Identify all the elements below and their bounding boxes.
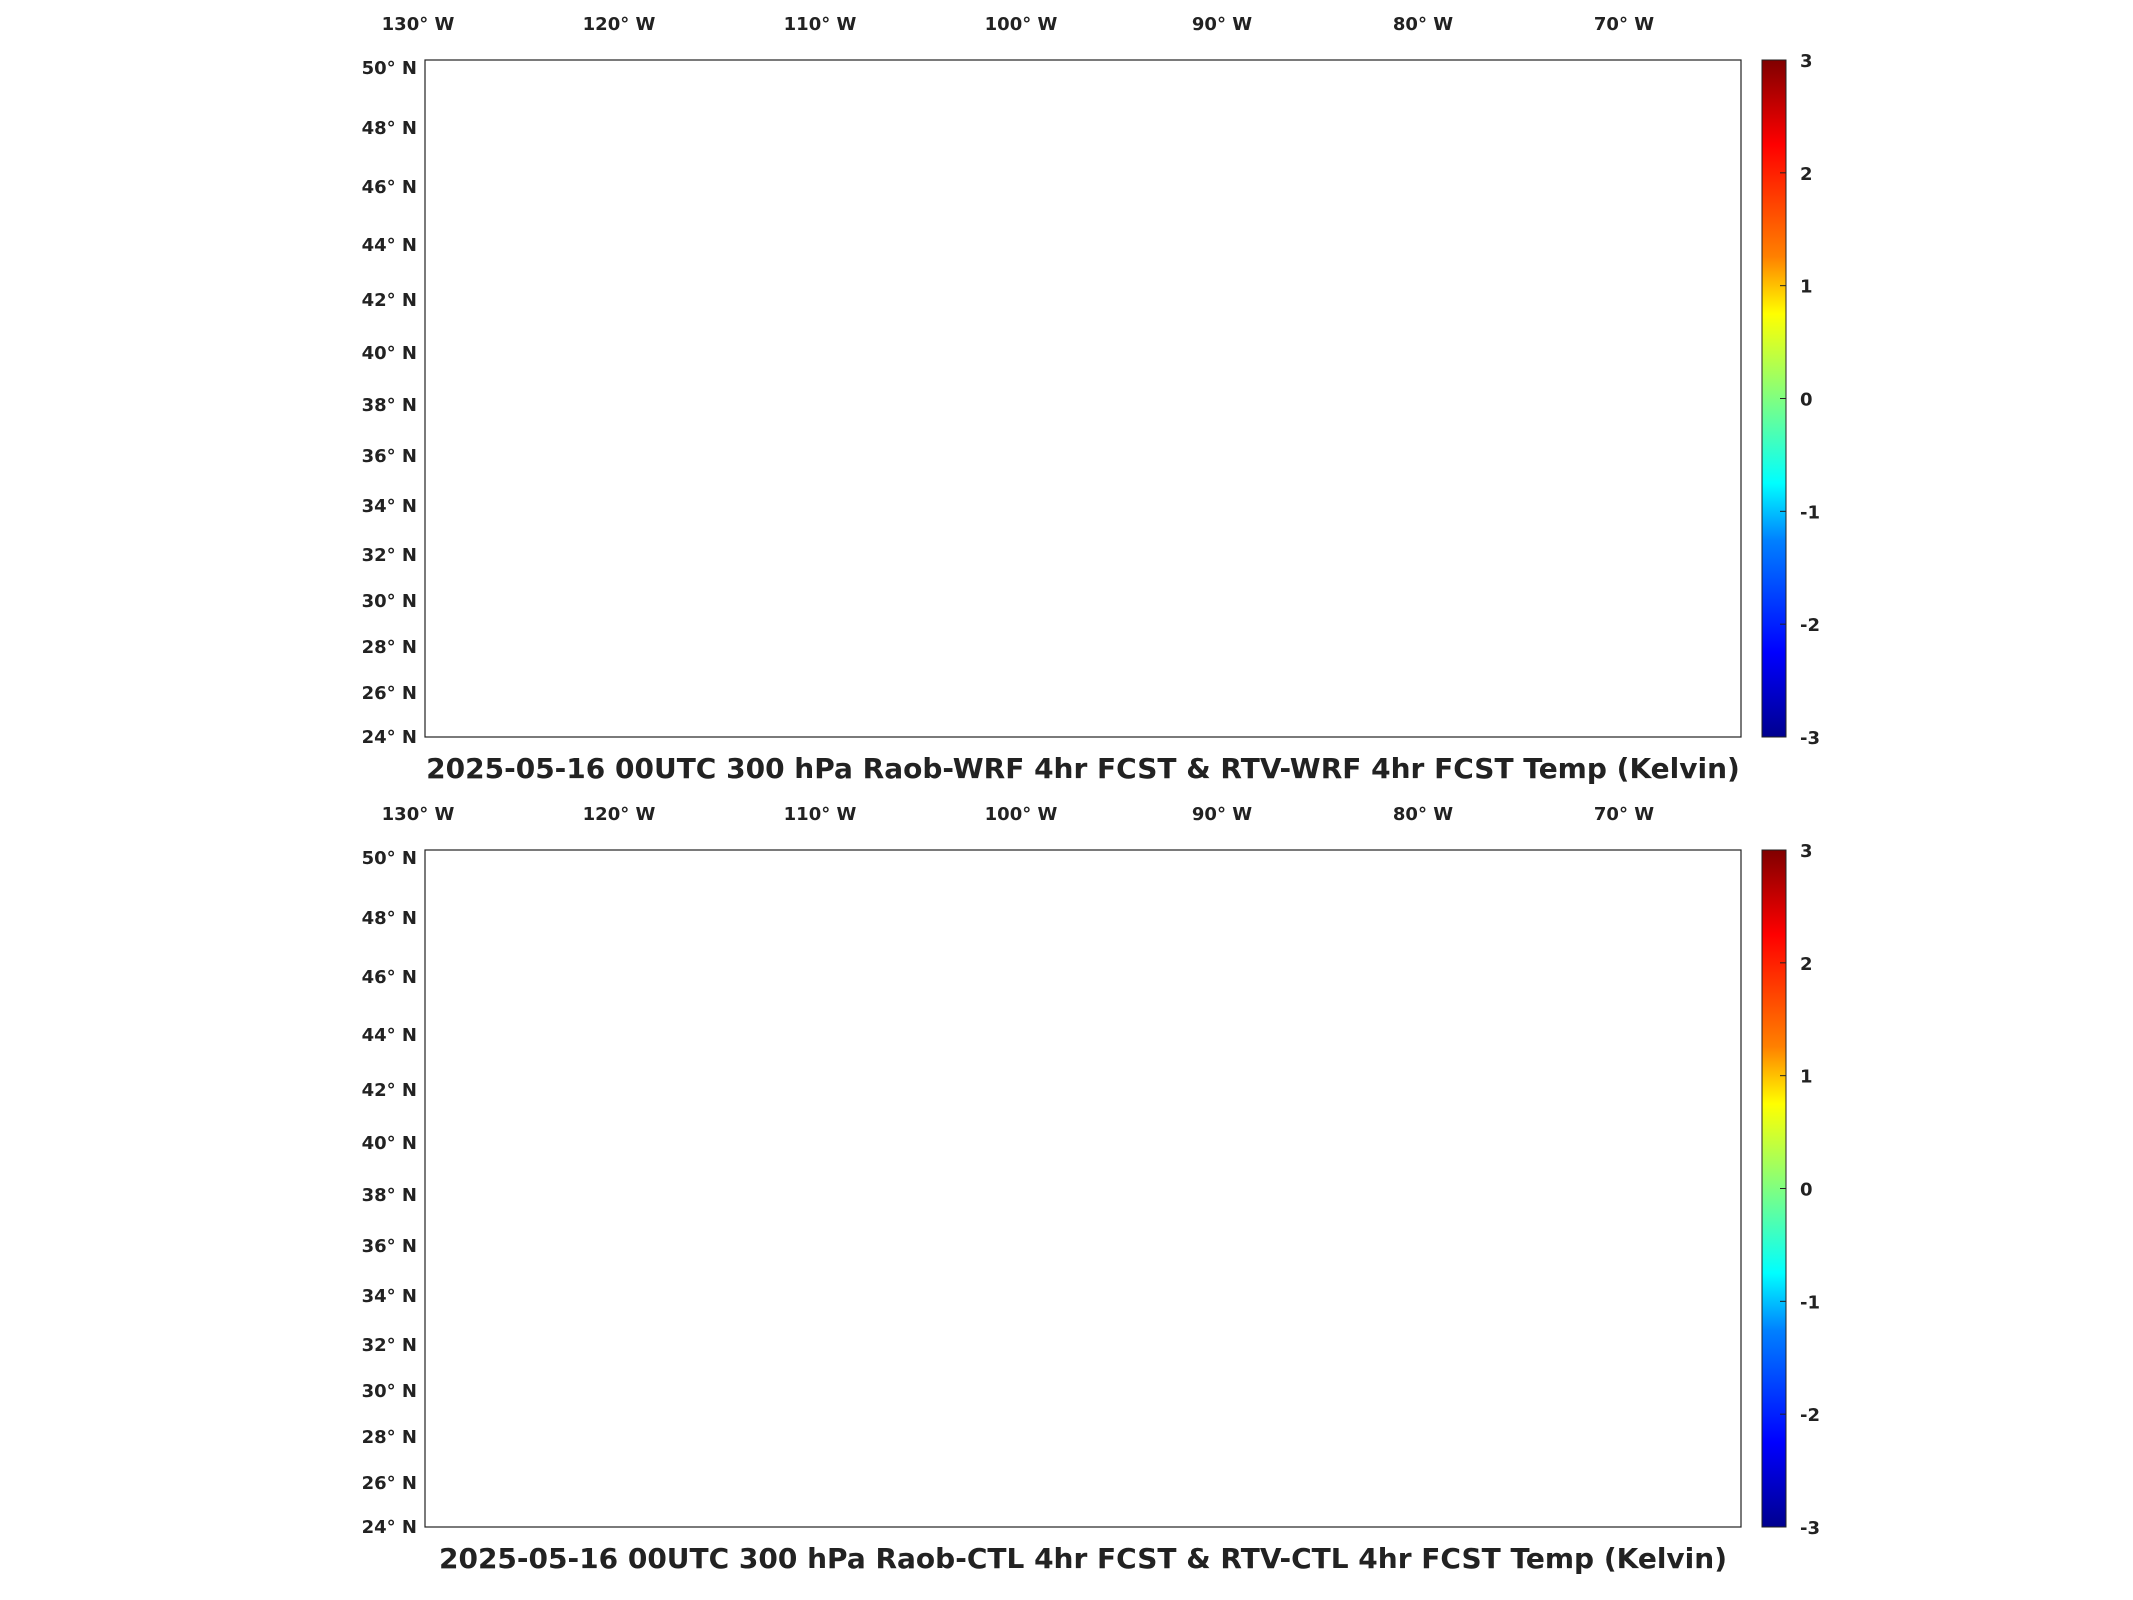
latitude-tick-label: 44° N: [362, 235, 417, 256]
latitude-tick-label: 50° N: [362, 58, 417, 79]
longitude-tick-label: 70° W: [1594, 14, 1654, 35]
longitude-tick-labels: 130° W 120° W 110° W 100° W 90° W 80° W 70° W: [382, 14, 1655, 35]
longitude-tick-label: 110° W: [784, 14, 857, 35]
latitude-tick-label: 32° N: [362, 545, 417, 566]
map-figure-wrf: 130° W 120° W 110° W 100° W 90° W 80° W 70° W …: [362, 14, 1820, 785]
panel-wrf: 130° W 120° W 110° W 100° W 90° W 80° W 70° W …: [0, 0, 2133, 790]
latitude-tick-label: 42° N: [362, 290, 417, 311]
longitude-tick-label: 80° W: [1393, 14, 1453, 35]
latitude-tick-label: 30° N: [362, 591, 417, 612]
latitude-tick-label: 26° N: [362, 683, 417, 704]
latitude-tick-labels: 50° N 48° N 46° N 44° N 42° N 40° N 38° N 36° N…: [362, 58, 417, 748]
latitude-tick-label: 40° N: [362, 343, 417, 364]
latitude-tick-label: 28° N: [362, 637, 417, 658]
longitude-tick-label: 90° W: [1192, 14, 1252, 35]
latitude-tick-label: 36° N: [362, 446, 417, 467]
latitude-tick-label: 24° N: [362, 727, 417, 748]
longitude-tick-label: 120° W: [583, 14, 656, 35]
latitude-tick-label: 48° N: [362, 118, 417, 139]
latitude-tick-label: 46° N: [362, 177, 417, 198]
latitude-tick-label: 38° N: [362, 395, 417, 416]
longitude-tick-label: 100° W: [985, 14, 1058, 35]
latitude-tick-label: 34° N: [362, 496, 417, 517]
longitude-tick-label: 130° W: [382, 14, 455, 35]
map-axes-frame: [424, 59, 1742, 738]
